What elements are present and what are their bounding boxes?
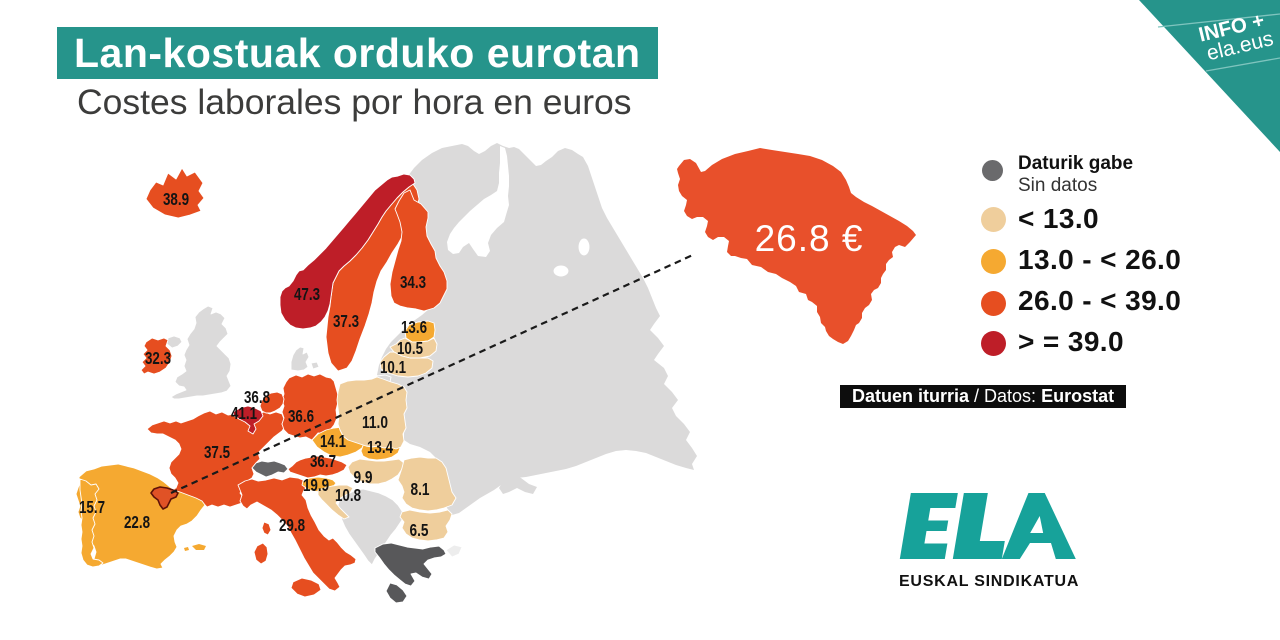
svg-text:38.9: 38.9 bbox=[163, 189, 189, 209]
svg-text:32.3: 32.3 bbox=[145, 348, 171, 368]
svg-text:36.6: 36.6 bbox=[288, 406, 314, 426]
svg-text:22.8: 22.8 bbox=[124, 512, 150, 532]
svg-text:36.8: 36.8 bbox=[244, 387, 270, 407]
svg-text:19.9: 19.9 bbox=[303, 475, 329, 495]
svg-text:37.3: 37.3 bbox=[333, 311, 359, 331]
svg-text:14.1: 14.1 bbox=[320, 431, 346, 451]
svg-text:10.5: 10.5 bbox=[397, 338, 423, 358]
svg-text:34.3: 34.3 bbox=[400, 272, 426, 292]
svg-text:41.1: 41.1 bbox=[231, 403, 257, 423]
svg-text:10.8: 10.8 bbox=[335, 485, 361, 505]
svg-text:15.7: 15.7 bbox=[79, 497, 105, 517]
svg-text:13.4: 13.4 bbox=[367, 437, 393, 457]
svg-text:10.1: 10.1 bbox=[380, 357, 406, 377]
svg-text:11.0: 11.0 bbox=[362, 412, 388, 432]
svg-text:6.5: 6.5 bbox=[410, 520, 429, 540]
svg-text:8.1: 8.1 bbox=[411, 479, 430, 499]
svg-text:37.5: 37.5 bbox=[204, 442, 230, 462]
svg-text:29.8: 29.8 bbox=[279, 515, 305, 535]
svg-text:47.3: 47.3 bbox=[294, 284, 320, 304]
svg-text:9.9: 9.9 bbox=[354, 467, 373, 487]
svg-text:36.7: 36.7 bbox=[310, 451, 336, 471]
svg-text:26.8 €: 26.8 € bbox=[755, 218, 864, 259]
svg-text:13.6: 13.6 bbox=[401, 317, 427, 337]
